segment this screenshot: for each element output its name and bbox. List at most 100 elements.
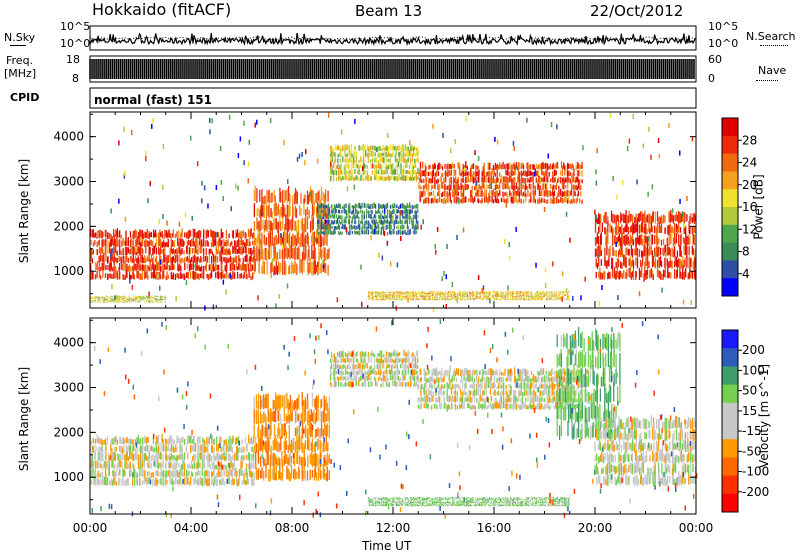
cpid-panel-frame <box>89 87 697 109</box>
power-speckle <box>481 288 483 294</box>
power-speckle <box>477 275 480 281</box>
freq-tick-top: 18 <box>66 53 80 66</box>
power-speckle <box>269 118 272 123</box>
power-speckle <box>201 180 203 186</box>
power-speckle <box>435 249 437 255</box>
power-speckle <box>595 169 597 175</box>
power-speckle <box>378 252 380 258</box>
power-speckle <box>679 198 681 204</box>
power-speckle <box>565 288 568 294</box>
power-speckle <box>569 237 571 243</box>
power-speckle <box>512 140 515 146</box>
power-speckle <box>219 146 222 151</box>
power-speckle <box>131 284 134 290</box>
power-speckle <box>550 122 553 127</box>
power-speckle <box>668 123 670 128</box>
power-speckle <box>642 143 644 149</box>
power-speckle <box>612 176 614 182</box>
power-speckle <box>154 264 156 270</box>
power-speckle <box>157 273 159 279</box>
power-speckle <box>149 181 151 187</box>
power-ytick-label: 4000 <box>53 130 84 144</box>
power-speckle <box>222 279 225 285</box>
power-speckle <box>456 298 459 304</box>
power-speckle <box>683 222 686 228</box>
power-speckle <box>316 158 319 164</box>
power-speckle <box>383 231 386 236</box>
power-speckle <box>260 211 263 217</box>
power-speckle <box>309 191 311 197</box>
power-speckle <box>362 166 364 172</box>
power-speckle <box>340 129 343 135</box>
power-speckle <box>235 183 237 189</box>
freq-tick-bottom: 8 <box>72 72 79 85</box>
power-speckle <box>194 263 196 269</box>
power-speckle <box>556 124 558 130</box>
power-speckle <box>508 242 510 248</box>
power-speckle <box>496 139 499 145</box>
power-speckle <box>201 198 203 204</box>
power-speckle <box>280 233 282 238</box>
power-speckle <box>657 138 660 143</box>
power-speckle <box>257 229 259 235</box>
power-speckle <box>584 276 586 282</box>
power-ytick-label: 1000 <box>53 264 84 278</box>
power-speckle <box>544 282 547 288</box>
power-speckle <box>650 154 652 160</box>
power-speckle <box>686 196 688 201</box>
power-speckle <box>688 229 691 235</box>
station-title: Hokkaido (fitACF) <box>92 0 232 19</box>
power-ytick-label: 2000 <box>53 219 84 233</box>
power-speckle <box>373 228 376 234</box>
beam-title: Beam 13 <box>355 2 423 20</box>
power-speckle <box>209 129 211 135</box>
nsky-label: N.Sky <box>4 31 36 44</box>
power-speckle <box>671 232 673 238</box>
noise-tick-right-bottom: 10^0 <box>708 37 739 50</box>
power-speckle <box>543 207 546 212</box>
power-speckle <box>598 301 601 307</box>
power-speckle <box>147 198 149 204</box>
power-speckle <box>175 296 177 302</box>
power-speckle <box>284 242 286 248</box>
power-speckle <box>638 291 641 297</box>
power-speckle <box>270 273 272 279</box>
power-speckle <box>665 252 667 258</box>
power-speckle <box>580 295 582 301</box>
power-speckle <box>370 235 372 241</box>
power-speckle <box>123 173 126 179</box>
power-speckle <box>304 160 306 166</box>
power-speckle <box>111 274 113 279</box>
power-speckle <box>532 164 534 170</box>
power-speckle <box>203 185 206 191</box>
cpid-label: CPID <box>10 91 40 104</box>
power-speckle <box>158 219 160 224</box>
power-speckle <box>475 180 478 186</box>
power-speckle <box>162 144 165 149</box>
power-speckle <box>595 214 598 220</box>
power-speckle <box>412 223 414 229</box>
power-speckle <box>648 236 650 242</box>
power-speckle <box>151 123 153 129</box>
power-speckle <box>474 150 476 156</box>
power-speckle <box>322 259 324 265</box>
power-speckle <box>451 282 454 287</box>
power-speckle <box>682 299 685 305</box>
power-speckle <box>114 241 116 247</box>
power-speckle <box>465 116 467 122</box>
power-speckle <box>248 139 251 145</box>
power-speckle <box>254 122 256 128</box>
power-speckle <box>296 156 299 162</box>
power-speckle <box>222 196 224 201</box>
nsearch-line-key <box>760 45 788 46</box>
power-speckle <box>220 179 223 185</box>
noise-tick-left-bottom: 10^0 <box>60 37 91 50</box>
power-speckle <box>443 270 445 276</box>
power-speckle <box>159 285 161 291</box>
power-speckle <box>397 161 400 167</box>
power-speckle <box>237 153 240 158</box>
power-speckle <box>228 114 231 120</box>
power-ytick-label: 3000 <box>53 175 84 189</box>
power-speckle <box>281 243 284 249</box>
power-speckle <box>458 166 461 172</box>
